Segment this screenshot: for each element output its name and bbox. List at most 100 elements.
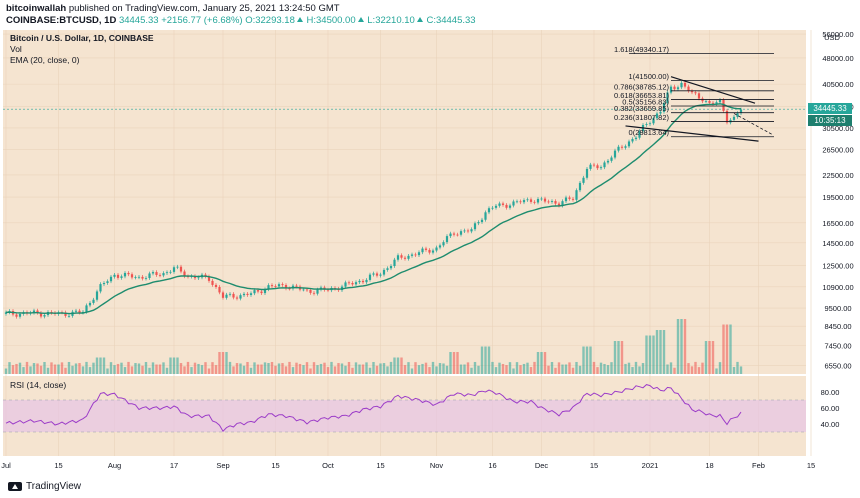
volume-bar [368,367,372,374]
volume-bar [382,363,386,374]
candle-body [673,86,676,90]
candle-body [67,315,71,317]
candle-body [449,233,452,237]
volume-bar [78,363,81,374]
volume-bar [610,362,613,374]
volume-bar [536,352,540,374]
volume-bar [169,357,172,374]
candle-body [169,271,172,273]
volume-bar [729,324,732,374]
volume-bar [183,366,186,374]
volume-bar [221,352,225,374]
candle-body [491,207,494,209]
volume-bar [239,363,242,374]
candle-body [127,272,130,275]
volume-bar [92,362,95,374]
candle-body [442,242,445,246]
candle-body [592,164,596,166]
volume-bar [732,367,736,374]
chart-canvas[interactable]: 80.00 60.00 40.00 1.618(49340.17) 1(41500.0… [0,28,860,475]
candle-body [529,199,533,202]
candle-body [599,167,603,169]
candle-body [316,289,319,294]
volume-bar [449,352,452,374]
candle-body [410,254,414,256]
volume-bar [43,361,46,374]
candle-body [120,276,123,278]
candle-body [221,292,225,298]
volume-bar [620,341,624,374]
volume-bars [4,319,743,374]
candle-body [484,212,487,220]
candle-body [214,284,218,288]
volume-bar [512,368,515,374]
volume-bar [263,362,267,374]
channel-upper-line [670,76,756,104]
candle-body [197,277,200,279]
volume-bar [298,363,302,374]
volume-bar [669,362,673,374]
volume-bar [193,362,197,374]
fib-level-label: 0.236(31807.82) [614,113,670,122]
volume-bar [351,367,354,374]
candle-body [144,277,148,279]
volume-bar [389,361,393,374]
candle-body [407,255,410,259]
fibonacci-retracement[interactable]: 1.618(49340.17) 1(41500.00)0.786(38785.12… [614,45,774,137]
volume-bar [200,365,204,374]
candle-body [176,266,179,268]
trend-channel[interactable] [625,76,773,142]
fib-level-label: 0.5(35156.83) [622,97,669,106]
candle-body [473,223,477,230]
last-price: 34445.33 [118,15,159,26]
candle-body [648,123,652,125]
candle-body [582,177,585,183]
volume-bar [74,363,78,374]
candle-body [358,280,361,283]
fib-level-label: 0.786(38785.12) [614,82,670,91]
volume-bar [305,362,309,374]
candle-body [375,273,379,276]
volume-bar [704,341,708,374]
symbol-label[interactable]: COINBASE:BTCUSD, 1D [6,15,117,26]
candle-body [613,150,617,158]
volume-bar [372,361,375,374]
volume-bar [613,341,617,374]
volume-bar [442,363,445,374]
volume-bar [85,361,88,374]
volume-bar [232,366,235,374]
candle-body [725,110,729,123]
candle-body [277,284,281,287]
candle-body [295,285,298,287]
publisher-name[interactable]: bitcoinwallah [6,3,67,14]
volume-bar [498,362,501,374]
time-tick-label: 16 [488,461,496,470]
candle-body [39,312,43,317]
volume-bar [666,364,669,374]
volume-bar [281,363,284,374]
candle-body [92,299,95,303]
volume-bar [431,361,435,374]
volume-bar [627,362,631,374]
volume-bar [641,363,645,374]
candle-body [645,124,648,125]
time-axis-ticks: Jul 15 Aug 17 Sep 15 Oct 15 Nov 16 Dec 15 2021 18 Feb 1… [1,461,815,470]
candle-body [155,272,158,275]
volume-bar [358,364,361,374]
volume-bar [673,367,676,374]
volume-bar [179,363,183,374]
volume-bar [599,362,603,374]
candle-body [578,182,582,191]
time-tick-label: Jul [1,461,11,470]
candle-body [64,312,67,316]
time-tick-label: Nov [430,461,444,470]
candle-body [263,289,267,294]
candle-body [722,99,725,111]
tradingview-logo[interactable]: TradingView [8,481,81,492]
low-value: L:32210.10 [367,15,415,26]
chart-header: bitcoinwallah published on TradingView.c… [0,0,860,28]
candle-body [158,274,162,276]
volume-bar [473,361,477,374]
candle-body [344,282,347,287]
candle-body [225,294,228,298]
